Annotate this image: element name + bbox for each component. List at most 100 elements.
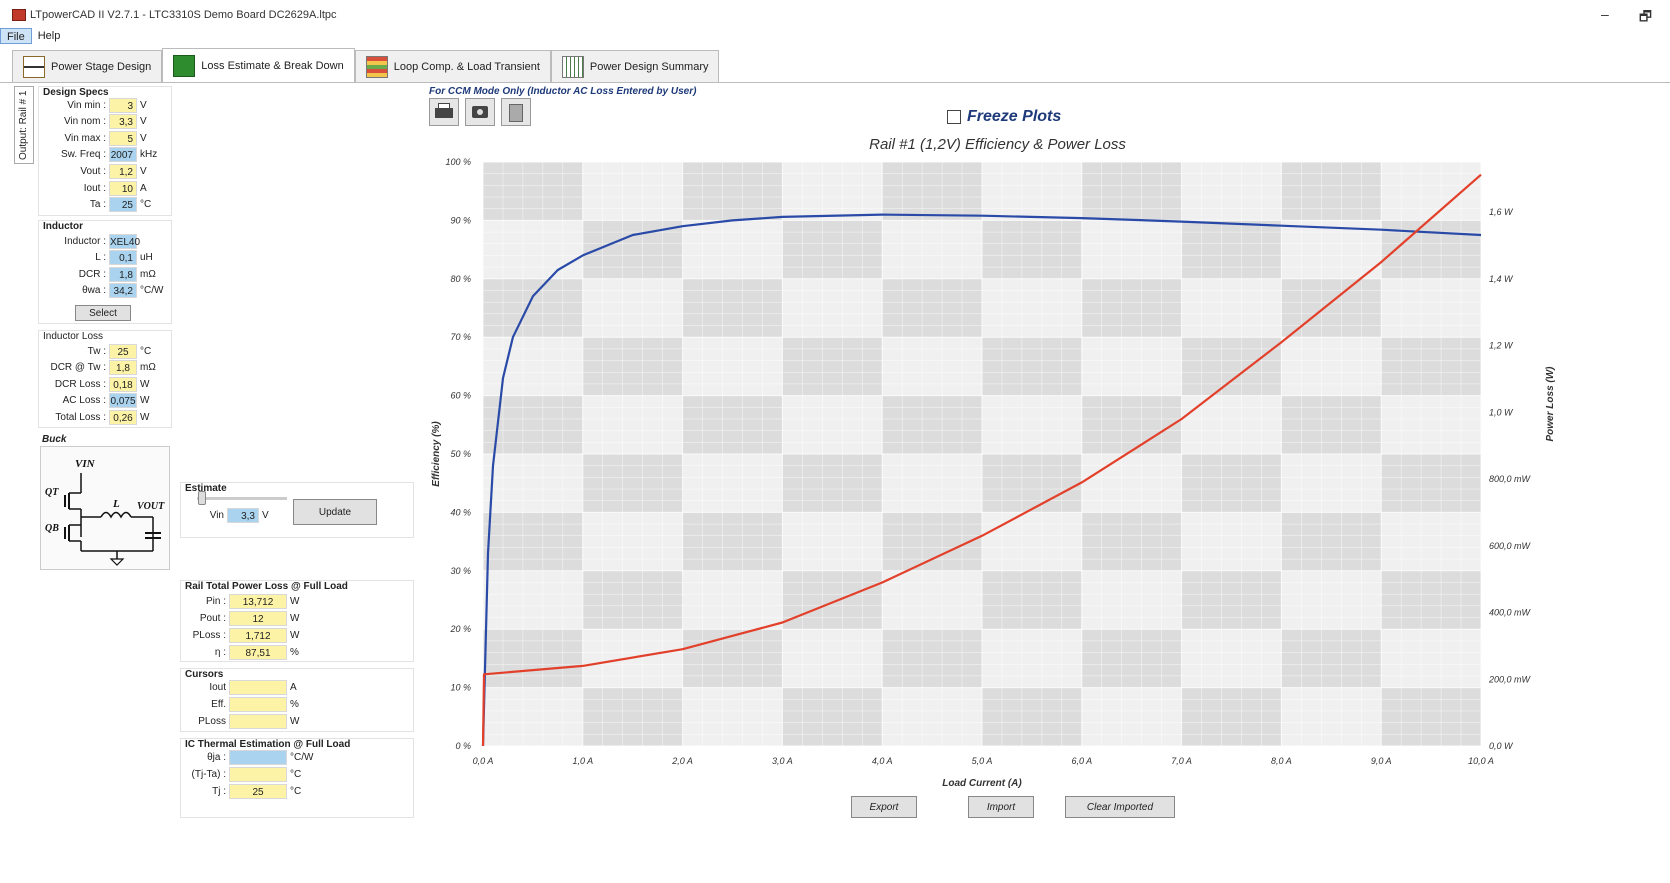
- field-value[interactable]: 0,26: [109, 409, 137, 425]
- field-value[interactable]: 1,8: [109, 266, 137, 282]
- field-value[interactable]: 87,51: [229, 644, 287, 660]
- print-icon[interactable]: [429, 98, 459, 126]
- form-row: η :87,51%: [185, 644, 299, 660]
- y-right-tick-label: 400,0 mW: [1489, 608, 1532, 618]
- select-inductor-button[interactable]: Select: [75, 305, 131, 321]
- plot-cell: [483, 162, 583, 221]
- plot-cell: [982, 162, 1082, 221]
- field-value[interactable]: 3,3: [109, 114, 137, 130]
- loop-comp-icon: [365, 55, 388, 78]
- plot-cell: [1281, 162, 1382, 221]
- field-value[interactable]: [229, 713, 287, 729]
- field-value[interactable]: 25: [229, 783, 287, 799]
- field-unit: W: [290, 629, 300, 641]
- restore-button[interactable]: 🗗: [1638, 8, 1652, 24]
- tab-power-design-summary[interactable]: Power Design Summary: [550, 50, 720, 82]
- field-label: DCR @ Tw :: [50, 362, 106, 374]
- tab-loop-comp[interactable]: Loop Comp. & Load Transient: [354, 50, 551, 82]
- field-value[interactable]: [229, 749, 287, 765]
- field-value[interactable]: 3: [109, 97, 137, 113]
- form-row: AC Loss :0,075 W: [41, 393, 149, 409]
- plot-cell: [882, 512, 982, 571]
- field-label: (Tj-Ta) :: [191, 768, 226, 780]
- clear-imported-button[interactable]: Clear Imported: [1065, 796, 1175, 818]
- vin-slider-thumb[interactable]: [198, 491, 206, 505]
- field-unit: kHz: [140, 149, 158, 161]
- field-value[interactable]: 1,8: [109, 360, 137, 376]
- chart-title: Rail #1 (1,2V) Efficiency & Power Loss: [869, 136, 1126, 153]
- side-tab-output-rail[interactable]: Output: Rail # 1: [14, 86, 34, 164]
- field-label: Vin max :: [64, 132, 107, 144]
- field-value[interactable]: 1,2: [109, 163, 137, 179]
- power-loss-line: [481, 173, 1482, 747]
- app-icon: [12, 9, 26, 21]
- field-value[interactable]: XEL40: [109, 233, 140, 249]
- plot-cell: [582, 162, 683, 221]
- field-value[interactable]: [229, 696, 287, 712]
- plot-cell: [982, 395, 1082, 454]
- form-row: Vin nom :3,3 V: [41, 114, 147, 130]
- efficiency-line: [481, 213, 1482, 747]
- field-value[interactable]: 1,712: [229, 627, 287, 643]
- plot-cell: [782, 512, 883, 571]
- menu-file[interactable]: File: [0, 28, 32, 44]
- title-bar: LTpowerCAD II V2.7.1 - LTC3310S Demo Boa…: [0, 0, 1670, 30]
- freeze-plots-checkbox[interactable]: [947, 110, 961, 124]
- y-left-tick-label: 40 %: [450, 507, 471, 517]
- menu-help[interactable]: Help: [37, 30, 61, 42]
- form-row: Pin :13,712 W: [185, 593, 299, 609]
- export-button[interactable]: Export: [851, 796, 917, 818]
- loss-estimate-icon: [173, 54, 196, 77]
- field-value[interactable]: 0,18: [109, 376, 137, 392]
- field-value[interactable]: 0,075: [109, 393, 137, 409]
- update-button[interactable]: Update: [293, 499, 377, 525]
- y-right-tick-label: 1,0 W: [1489, 407, 1514, 417]
- tab-loss-estimate[interactable]: Loss Estimate & Break Down: [162, 48, 355, 82]
- field-unit: V: [140, 132, 147, 144]
- total-loss-title: Rail Total Power Loss @ Full Load: [185, 581, 348, 592]
- vin-slider-track[interactable]: [197, 497, 287, 500]
- y-axis-right-label: Power Loss (W): [1545, 366, 1556, 442]
- field-value[interactable]: 2007: [109, 147, 137, 163]
- field-unit: W: [140, 395, 150, 407]
- menu-bar: File Help: [0, 28, 66, 44]
- field-value[interactable]: 13,712: [229, 593, 287, 609]
- field-label: Vin nom :: [63, 116, 106, 128]
- plot-cell: [483, 454, 583, 513]
- estimate-vin-value[interactable]: 3,3: [227, 507, 259, 523]
- field-value[interactable]: 5: [109, 130, 137, 146]
- plot-cell: [882, 687, 982, 746]
- clipboard-icon[interactable]: [501, 98, 531, 126]
- field-value[interactable]: 12: [229, 610, 287, 626]
- plot-cell: [1181, 337, 1282, 396]
- plot-cell: [1181, 395, 1282, 454]
- field-value[interactable]: [229, 679, 287, 695]
- plot-cell: [1281, 278, 1382, 338]
- import-button[interactable]: Import: [968, 796, 1034, 818]
- field-value[interactable]: 25: [109, 197, 137, 213]
- plot-cell: [682, 570, 783, 630]
- plot-cell: [1381, 629, 1481, 688]
- field-value[interactable]: 10: [109, 180, 137, 196]
- power-stage-icon: [23, 55, 45, 78]
- tab-power-stage-design[interactable]: Power Stage Design: [12, 50, 163, 82]
- form-row: Tj :25 °C: [185, 783, 301, 799]
- plot-cell: [1281, 629, 1382, 688]
- field-value[interactable]: 34,2: [109, 283, 137, 299]
- plot-cell: [682, 454, 783, 513]
- field-value[interactable]: [229, 766, 287, 782]
- inductor-panel: Inductor Inductor : XEL40 L :0,1 uH DCR :1,8…: [38, 220, 172, 324]
- y-right-tick-label: 600,0 mW: [1489, 541, 1532, 551]
- plot-cell: [882, 395, 982, 454]
- form-row: DCR Loss :0,18 W: [41, 376, 149, 392]
- field-value[interactable]: 25: [109, 343, 137, 359]
- form-row: Iout :10 A: [41, 180, 147, 196]
- cursors-panel: Cursors Iout A Eff.% PLoss W: [180, 668, 414, 732]
- design-specs-panel: Design Specs Vin min :3 V Vin nom :3,3 V Vin…: [38, 86, 172, 216]
- field-value[interactable]: 0,1: [109, 250, 137, 266]
- plot-cell: [882, 278, 982, 338]
- minimize-button[interactable]: –: [1601, 6, 1609, 22]
- thermal-panel: IC Thermal Estimation @ Full Load θja : °…: [180, 738, 414, 818]
- field-label: η :: [214, 646, 226, 658]
- snapshot-icon[interactable]: [465, 98, 495, 126]
